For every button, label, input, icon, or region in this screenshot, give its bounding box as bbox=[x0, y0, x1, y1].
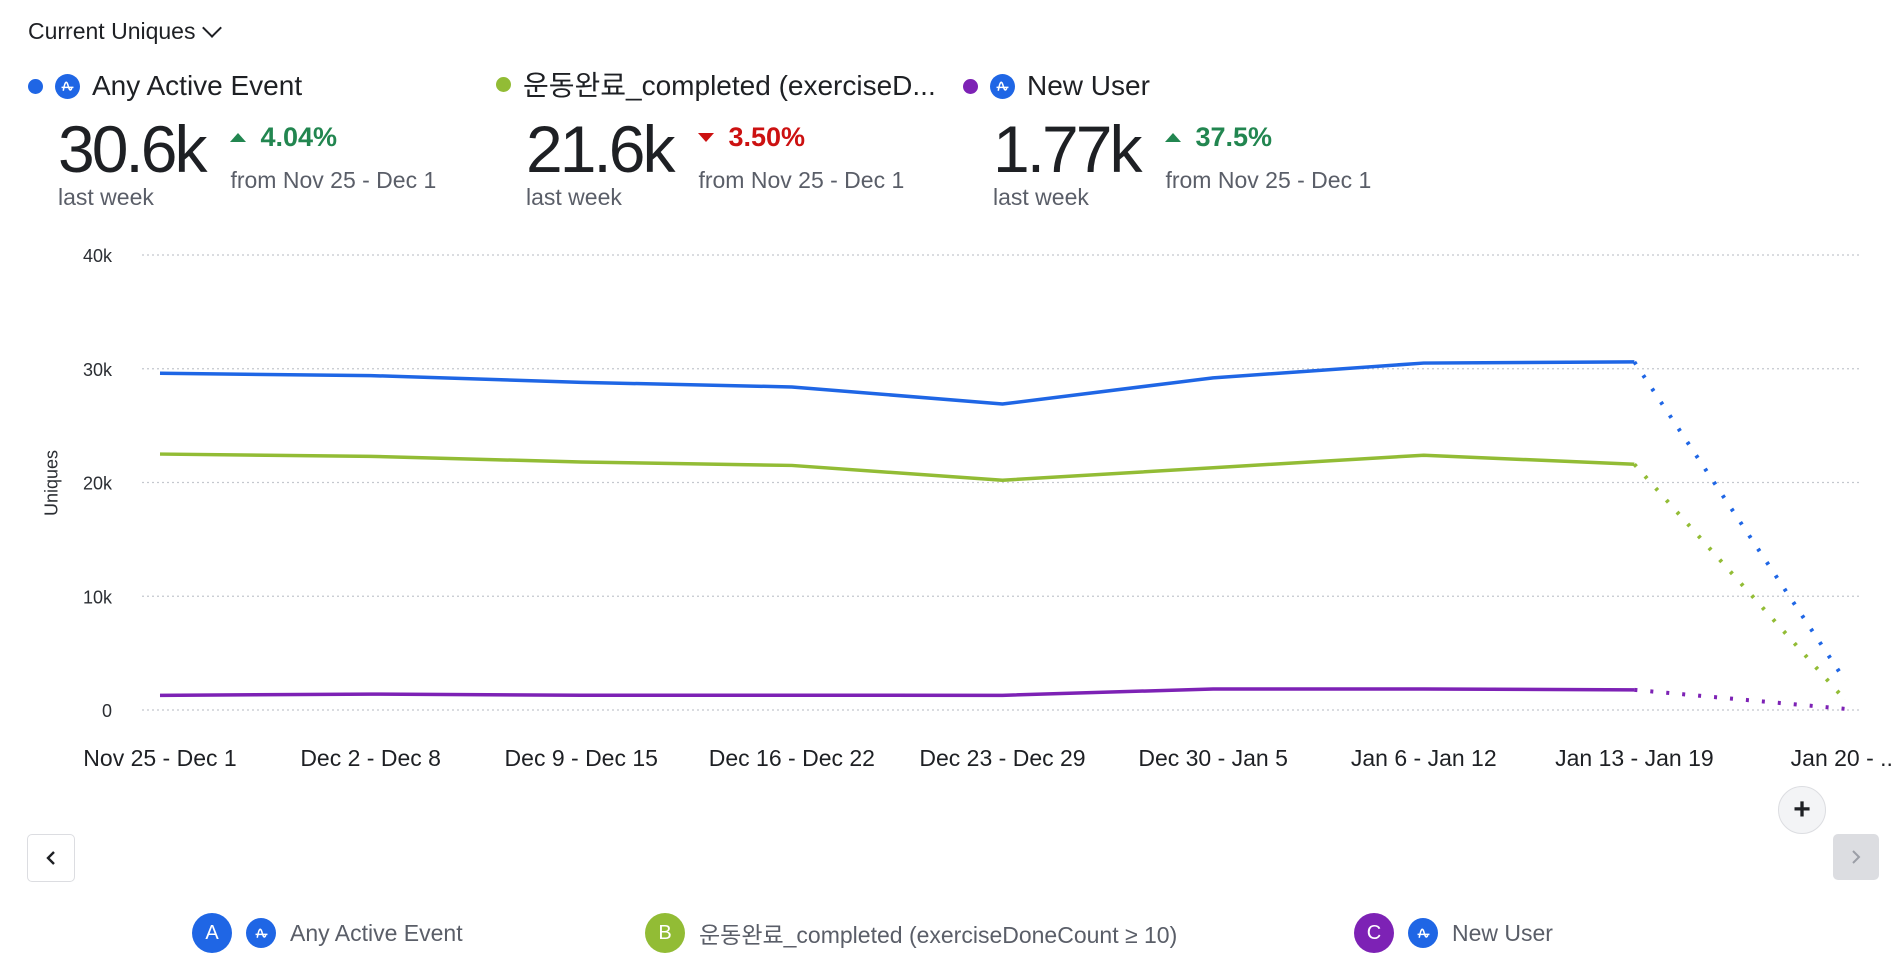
amplitude-event-icon bbox=[246, 918, 276, 948]
y-tick-label: 20k bbox=[83, 474, 113, 494]
series-letter-badge: B bbox=[645, 913, 685, 953]
series-color-dot bbox=[28, 78, 43, 94]
y-axis-label: Uniques bbox=[41, 449, 62, 517]
trend-up-icon bbox=[1165, 133, 1182, 142]
x-axis-ticks: Nov 25 - Dec 1 Dec 2 - Dec 8 Dec 9 - Dec 1… bbox=[83, 745, 1892, 771]
kpi-change: 3.50% bbox=[728, 122, 806, 152]
chevron-right-icon bbox=[1852, 850, 1861, 864]
series-line[interactable] bbox=[159, 360, 1635, 406]
legend-label: 운동완료_completed (exerciseDoneCount ≥ 10) bbox=[699, 922, 1178, 948]
grid-lines bbox=[142, 254, 1862, 711]
amplitude-event-icon bbox=[55, 73, 80, 99]
x-tick-label: Jan 6 - Jan 12 bbox=[1351, 745, 1497, 771]
kpi-series-name: New User bbox=[1027, 70, 1150, 101]
x-tick-label: Nov 25 - Dec 1 bbox=[83, 745, 236, 771]
x-tick-label: Dec 9 - Dec 15 bbox=[505, 745, 658, 771]
kpi-card-any-active-event: Any Active Event 30.6k last week 4.04% f… bbox=[28, 70, 436, 211]
scroll-right-button[interactable] bbox=[1833, 834, 1879, 880]
trend-up-icon bbox=[230, 133, 247, 142]
kpi-value-label: last week bbox=[993, 184, 1089, 210]
x-tick-label: Dec 30 - Jan 5 bbox=[1138, 745, 1288, 771]
kpi-comparison: from Nov 25 - Dec 1 bbox=[1165, 167, 1372, 193]
y-tick-label: 10k bbox=[83, 587, 113, 607]
series-letter-badge: C bbox=[1354, 913, 1394, 953]
y-axis-ticks: 0 10k 20k 30k 40k bbox=[83, 246, 113, 721]
legend-item-b[interactable]: B 운동완료_completed (exerciseDoneCount ≥ 10… bbox=[645, 913, 1177, 953]
metric-selector-label: Current Uniques bbox=[28, 18, 196, 44]
chevron-left-icon bbox=[46, 851, 55, 865]
series-line[interactable] bbox=[159, 452, 1635, 482]
kpi-card-new-user: New User 1.77k last week 37.5% from Nov … bbox=[963, 70, 1371, 211]
series-lines bbox=[159, 360, 1847, 711]
kpi-series-name: 운동완료_completed (exerciseD... bbox=[523, 70, 936, 101]
series-a[interactable] bbox=[159, 360, 1847, 682]
plus-icon: + bbox=[1793, 793, 1811, 826]
legend-label: New User bbox=[1452, 919, 1553, 946]
series-incomplete-line[interactable] bbox=[1634, 687, 1846, 711]
kpi-change: 37.5% bbox=[1195, 122, 1273, 152]
series-line[interactable] bbox=[159, 687, 1635, 698]
trend-down-icon bbox=[698, 133, 715, 142]
kpi-value-label: last week bbox=[58, 184, 154, 210]
kpi-value: 1.77k bbox=[993, 112, 1142, 186]
series-color-dot bbox=[496, 76, 511, 92]
kpi-value: 21.6k bbox=[526, 112, 675, 186]
metric-selector[interactable]: Current Uniques bbox=[28, 17, 223, 45]
scroll-left-button[interactable] bbox=[27, 834, 75, 882]
series-incomplete-line[interactable] bbox=[1632, 462, 1847, 702]
x-tick-label: Dec 23 - Dec 29 bbox=[919, 745, 1085, 771]
kpi-series-name: Any Active Event bbox=[92, 70, 303, 101]
x-tick-label: Dec 2 - Dec 8 bbox=[300, 745, 441, 771]
series-incomplete-line[interactable] bbox=[1632, 360, 1847, 682]
kpi-comparison: from Nov 25 - Dec 1 bbox=[698, 167, 905, 193]
legend-item-a[interactable]: A Any Active Event bbox=[192, 913, 463, 953]
y-tick-label: 40k bbox=[83, 246, 113, 266]
legend-label: Any Active Event bbox=[290, 919, 463, 946]
add-annotation-button[interactable]: + bbox=[1778, 786, 1826, 834]
line-chart[interactable]: 0 10k 20k 30k 40k Nov 25 - Dec 1 Dec 2 - Dec … bbox=[0, 0, 1892, 800]
kpi-value-label: last week bbox=[526, 184, 622, 210]
series-color-dot bbox=[963, 78, 978, 94]
y-tick-label: 30k bbox=[83, 360, 113, 380]
amplitude-event-icon bbox=[990, 73, 1015, 99]
x-tick-label: Dec 16 - Dec 22 bbox=[709, 745, 875, 771]
y-tick-label: 0 bbox=[102, 701, 112, 721]
kpi-card-exercise-completed: 운동완료_completed (exerciseD... 21.6k last … bbox=[496, 64, 936, 211]
kpi-change: 4.04% bbox=[260, 122, 338, 152]
legend-item-c[interactable]: C New User bbox=[1354, 913, 1553, 953]
series-b[interactable] bbox=[159, 452, 1847, 702]
kpi-comparison: from Nov 25 - Dec 1 bbox=[230, 167, 437, 193]
series-c[interactable] bbox=[159, 687, 1846, 711]
x-tick-label: Jan 20 - ... bbox=[1791, 745, 1892, 771]
x-tick-label: Jan 13 - Jan 19 bbox=[1555, 745, 1714, 771]
series-letter-badge: A bbox=[192, 913, 232, 953]
amplitude-event-icon bbox=[1408, 918, 1438, 948]
kpi-value: 30.6k bbox=[58, 112, 207, 186]
